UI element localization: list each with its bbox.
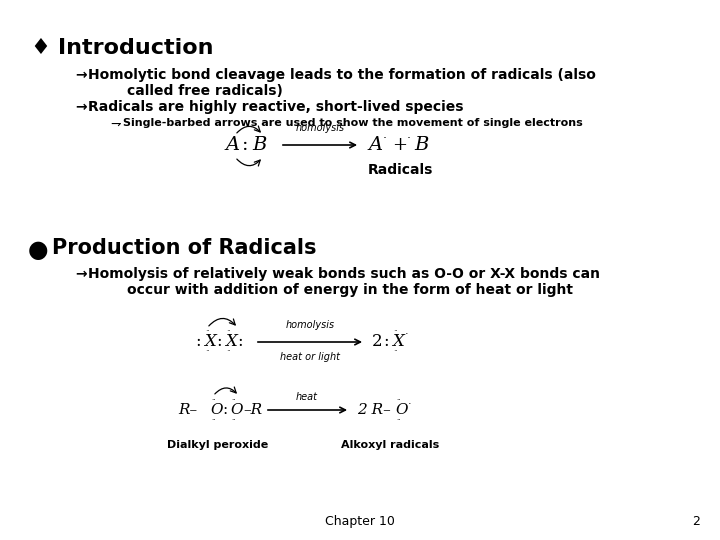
Text: R–: R– bbox=[178, 403, 197, 417]
Text: X: X bbox=[225, 334, 237, 350]
Text: ●: ● bbox=[28, 238, 49, 262]
Text: ·: · bbox=[383, 132, 387, 145]
Text: :: : bbox=[242, 136, 248, 154]
Text: ··: ·· bbox=[396, 397, 400, 403]
Text: B: B bbox=[414, 136, 428, 154]
Text: 2 R–: 2 R– bbox=[357, 403, 391, 417]
Text: Dialkyl peroxide: Dialkyl peroxide bbox=[167, 440, 269, 450]
Text: ··: ·· bbox=[231, 417, 235, 423]
Text: :: : bbox=[195, 334, 201, 350]
Text: →: → bbox=[75, 68, 86, 82]
Text: ··: ·· bbox=[211, 417, 215, 423]
Text: :: : bbox=[237, 334, 243, 350]
Text: Chapter 10: Chapter 10 bbox=[325, 515, 395, 528]
Text: ··: ·· bbox=[205, 327, 210, 336]
Text: ·: · bbox=[408, 399, 412, 409]
Text: :: : bbox=[216, 334, 222, 350]
Text: ··: ·· bbox=[226, 327, 230, 336]
Text: 2: 2 bbox=[372, 334, 382, 350]
Text: +: + bbox=[392, 136, 407, 154]
Text: homolysis: homolysis bbox=[295, 123, 345, 133]
Text: O: O bbox=[210, 403, 222, 417]
Text: ··: ·· bbox=[231, 397, 235, 403]
Text: ··: ·· bbox=[226, 348, 230, 356]
Text: ♦: ♦ bbox=[30, 38, 50, 58]
Text: Production of Radicals: Production of Radicals bbox=[52, 238, 317, 258]
Text: Homolysis of relatively weak bonds such as O-O or X-X bonds can
        occur wi: Homolysis of relatively weak bonds such … bbox=[88, 267, 600, 297]
Text: 2: 2 bbox=[692, 515, 700, 528]
Text: O: O bbox=[230, 403, 243, 417]
Text: Homolytic bond cleavage leads to the formation of radicals (also
        called : Homolytic bond cleavage leads to the for… bbox=[88, 68, 596, 98]
Text: Introduction: Introduction bbox=[58, 38, 214, 58]
Text: Radicals: Radicals bbox=[367, 163, 433, 177]
Text: :: : bbox=[222, 403, 228, 417]
Text: homolysis: homolysis bbox=[285, 320, 335, 330]
Text: X: X bbox=[204, 334, 216, 350]
Text: ·: · bbox=[407, 132, 411, 145]
Text: B: B bbox=[252, 136, 266, 154]
Text: Single-barbed arrows are used to show the movement of single electrons: Single-barbed arrows are used to show th… bbox=[123, 118, 582, 128]
Text: ··: ·· bbox=[396, 417, 400, 423]
Text: X: X bbox=[392, 334, 404, 350]
Text: :: : bbox=[383, 334, 389, 350]
Text: heat: heat bbox=[296, 392, 318, 402]
Text: heat or light: heat or light bbox=[280, 352, 340, 362]
Text: ··: ·· bbox=[211, 397, 215, 403]
Text: O: O bbox=[395, 403, 408, 417]
Text: Alkoxyl radicals: Alkoxyl radicals bbox=[341, 440, 439, 450]
Text: ··: ·· bbox=[393, 348, 397, 356]
Text: –R: –R bbox=[243, 403, 262, 417]
Text: ·: · bbox=[405, 329, 409, 339]
Text: ··: ·· bbox=[205, 348, 210, 356]
Text: Radicals are highly reactive, short-lived species: Radicals are highly reactive, short-live… bbox=[88, 100, 464, 114]
Text: →: → bbox=[75, 267, 86, 281]
Text: ··: ·· bbox=[393, 327, 397, 336]
Text: A: A bbox=[368, 136, 382, 154]
Text: A: A bbox=[225, 136, 239, 154]
Text: →: → bbox=[75, 100, 86, 114]
Text: ⇁: ⇁ bbox=[110, 118, 120, 131]
